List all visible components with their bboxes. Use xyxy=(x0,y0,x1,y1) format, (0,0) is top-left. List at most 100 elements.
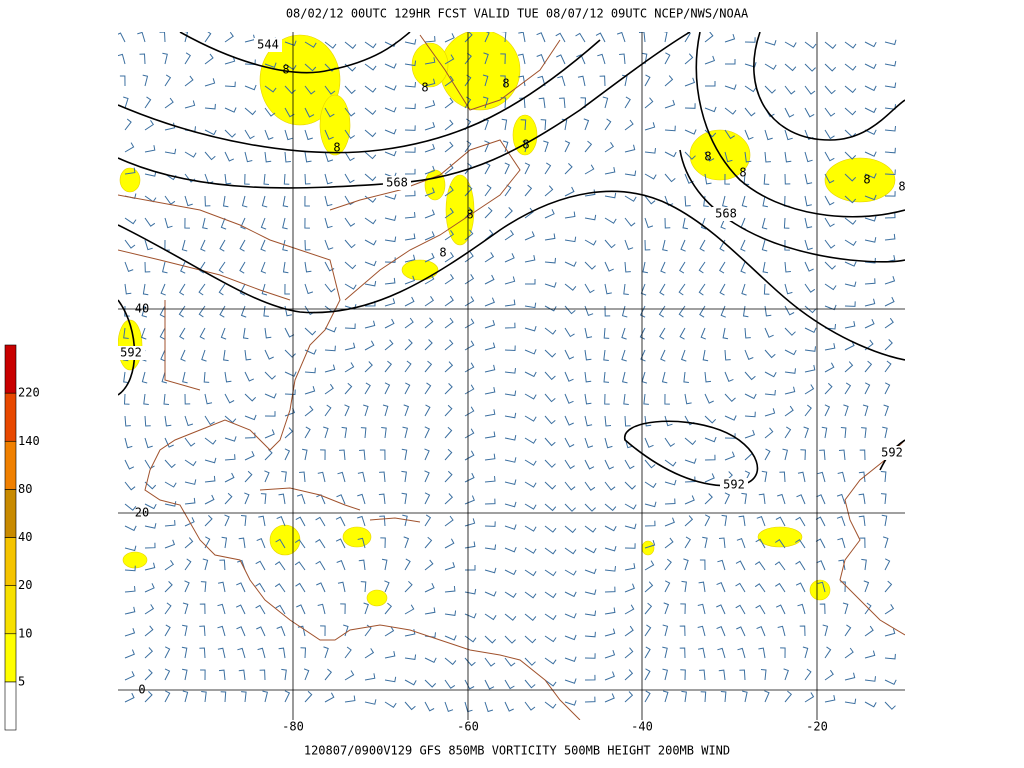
wind-barb xyxy=(364,382,371,395)
wind-barb xyxy=(804,404,812,417)
wind-barb xyxy=(424,657,437,663)
wind-barb xyxy=(584,589,597,596)
vorticity-area xyxy=(269,524,301,556)
wind-barb xyxy=(282,261,289,274)
wind-barb xyxy=(404,701,416,711)
wind-barb xyxy=(237,647,246,659)
wind-barb xyxy=(159,305,166,318)
wind-barb xyxy=(824,304,837,311)
wind-barb xyxy=(424,339,433,351)
wind-barb xyxy=(680,239,686,252)
wind-barb xyxy=(816,494,826,505)
wind-barb xyxy=(504,613,517,621)
wind-barb xyxy=(118,53,126,65)
wind-barb xyxy=(218,283,226,296)
wind-barb xyxy=(764,63,777,70)
wind-barb xyxy=(524,591,537,599)
wind-barb xyxy=(664,173,676,183)
wind-barb xyxy=(884,360,892,373)
wind-barb xyxy=(580,97,587,109)
wind-barb xyxy=(774,561,786,571)
wind-barb xyxy=(544,257,556,264)
wind-barb xyxy=(284,389,296,396)
wind-barb xyxy=(164,217,173,229)
wind-barb xyxy=(697,603,706,615)
wind-barb xyxy=(284,151,291,163)
wind-barb xyxy=(564,547,577,555)
wind-barb xyxy=(123,393,130,405)
wind-barb xyxy=(861,427,867,439)
wind-barb xyxy=(603,349,609,361)
wind-barb xyxy=(564,163,573,175)
wind-barb xyxy=(824,283,837,291)
wind-barb xyxy=(584,610,597,617)
wind-barb xyxy=(844,672,856,681)
wind-barb xyxy=(724,415,737,421)
wind-barb xyxy=(484,184,492,197)
wind-barb xyxy=(644,690,651,703)
wind-barb xyxy=(143,393,149,405)
wind-barb xyxy=(524,437,537,444)
wind-barb xyxy=(184,151,197,158)
wind-barb xyxy=(544,209,555,219)
wind-barb xyxy=(624,647,634,659)
wind-barb xyxy=(782,448,789,461)
wind-barb xyxy=(678,305,686,318)
wind-barb xyxy=(424,426,430,439)
vorticity-area xyxy=(824,157,896,203)
wind-barb xyxy=(404,81,416,88)
wind-barb xyxy=(664,393,670,405)
wind-barb xyxy=(564,327,575,338)
wind-barb xyxy=(884,60,897,67)
wind-barb xyxy=(784,283,793,295)
wind-barb xyxy=(444,361,454,373)
wind-barb xyxy=(124,649,135,659)
wind-barb xyxy=(364,260,377,267)
wind-barb xyxy=(844,217,857,225)
wind-barb xyxy=(740,239,746,252)
wind-barb xyxy=(444,97,454,109)
wind-barb xyxy=(544,305,557,312)
wind-barb xyxy=(644,540,656,549)
wind-barb xyxy=(304,107,315,118)
wind-barb xyxy=(304,405,314,417)
wind-barb xyxy=(784,349,797,356)
wind-barb xyxy=(504,207,513,219)
wind-barb xyxy=(264,85,277,93)
wind-barb xyxy=(238,669,246,681)
wind-barb xyxy=(524,231,535,241)
wind-barb xyxy=(584,164,595,175)
wind-barb xyxy=(164,668,171,681)
wind-barb xyxy=(664,52,671,65)
wind-barb xyxy=(704,151,715,162)
wind-barb xyxy=(424,582,435,593)
wind-barb xyxy=(659,283,666,296)
wind-barb xyxy=(824,343,836,351)
wind-barb xyxy=(720,691,727,703)
colorbar-segment xyxy=(4,344,17,394)
wind-barb xyxy=(704,473,715,483)
wind-barb xyxy=(741,283,747,296)
wind-barb xyxy=(315,560,326,571)
wind-barb xyxy=(274,561,286,571)
wind-barb xyxy=(684,536,691,549)
wind-barb xyxy=(204,515,213,527)
wind-barb xyxy=(284,349,296,358)
wind-barb xyxy=(741,195,748,208)
wind-barb xyxy=(564,283,577,291)
axis-labels: 40 20 0 -80 -60 -40 -20 xyxy=(135,302,828,734)
wind-barb xyxy=(664,558,672,571)
wind-barb xyxy=(524,255,536,263)
wind-barb xyxy=(260,493,267,505)
wind-barb xyxy=(564,613,577,619)
wind-barb xyxy=(282,239,288,252)
wind-barb xyxy=(844,698,857,705)
wind-barb xyxy=(564,656,577,663)
wind-barb xyxy=(296,493,306,505)
wind-barb xyxy=(684,437,697,446)
wind-barb xyxy=(324,173,333,185)
wind-barb xyxy=(164,415,172,427)
vorticity-label: 8 xyxy=(522,138,529,152)
wind-barb xyxy=(184,497,196,505)
wind-barb xyxy=(584,349,592,361)
